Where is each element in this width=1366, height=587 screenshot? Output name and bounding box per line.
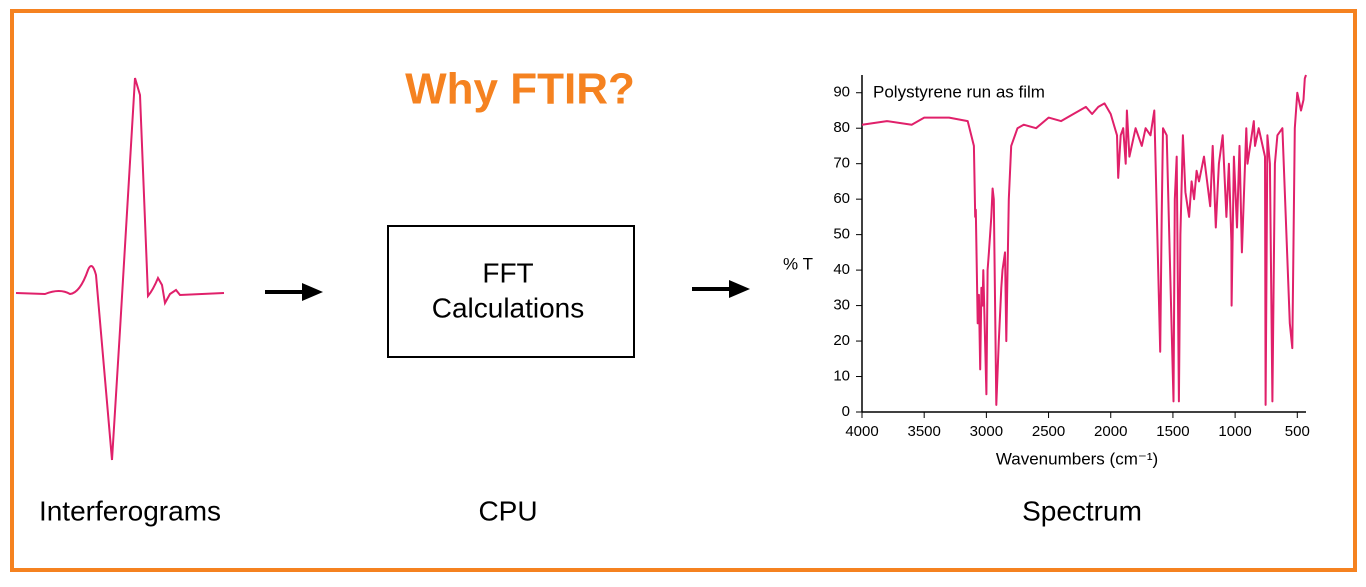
box-text: Calculations [432,292,585,323]
x-tick-label: 1500 [1156,423,1189,440]
y-tick-label: 70 [833,155,850,172]
y-axis-label: % T [783,254,813,273]
x-tick-label: 2000 [1094,423,1127,440]
y-tick-label: 30 [833,297,850,314]
border [10,9,1357,572]
x-tick-label: 1000 [1218,423,1251,440]
y-tick-label: 50 [833,226,850,243]
x-tick-label: 2500 [1032,423,1065,440]
annotation: Polystyrene run as film [873,82,1045,101]
y-tick-label: 60 [833,190,850,207]
title: Why FTIR? [405,65,635,114]
x-tick-label: 500 [1285,423,1310,440]
caption: CPU [478,495,537,526]
spectrum-line [861,74,1307,406]
y-tick-label: 40 [833,261,850,278]
y-tick-label: 20 [833,332,850,349]
caption: Spectrum [1022,495,1142,526]
y-tick-label: 0 [842,403,850,420]
fft-box [387,225,635,358]
x-tick-label: 3500 [907,423,940,440]
interferogram [15,77,225,461]
x-tick-label: 3000 [970,423,1003,440]
x-axis-label: Wavenumbers (cm⁻¹) [996,449,1158,468]
y-tick-label: 90 [833,84,850,101]
arrow [265,283,323,301]
arrow [692,280,750,298]
box-text: FFT [482,257,533,288]
caption: Interferograms [39,495,221,526]
y-tick-label: 80 [833,119,850,136]
y-tick-label: 10 [833,367,850,384]
x-tick-label: 4000 [845,423,878,440]
